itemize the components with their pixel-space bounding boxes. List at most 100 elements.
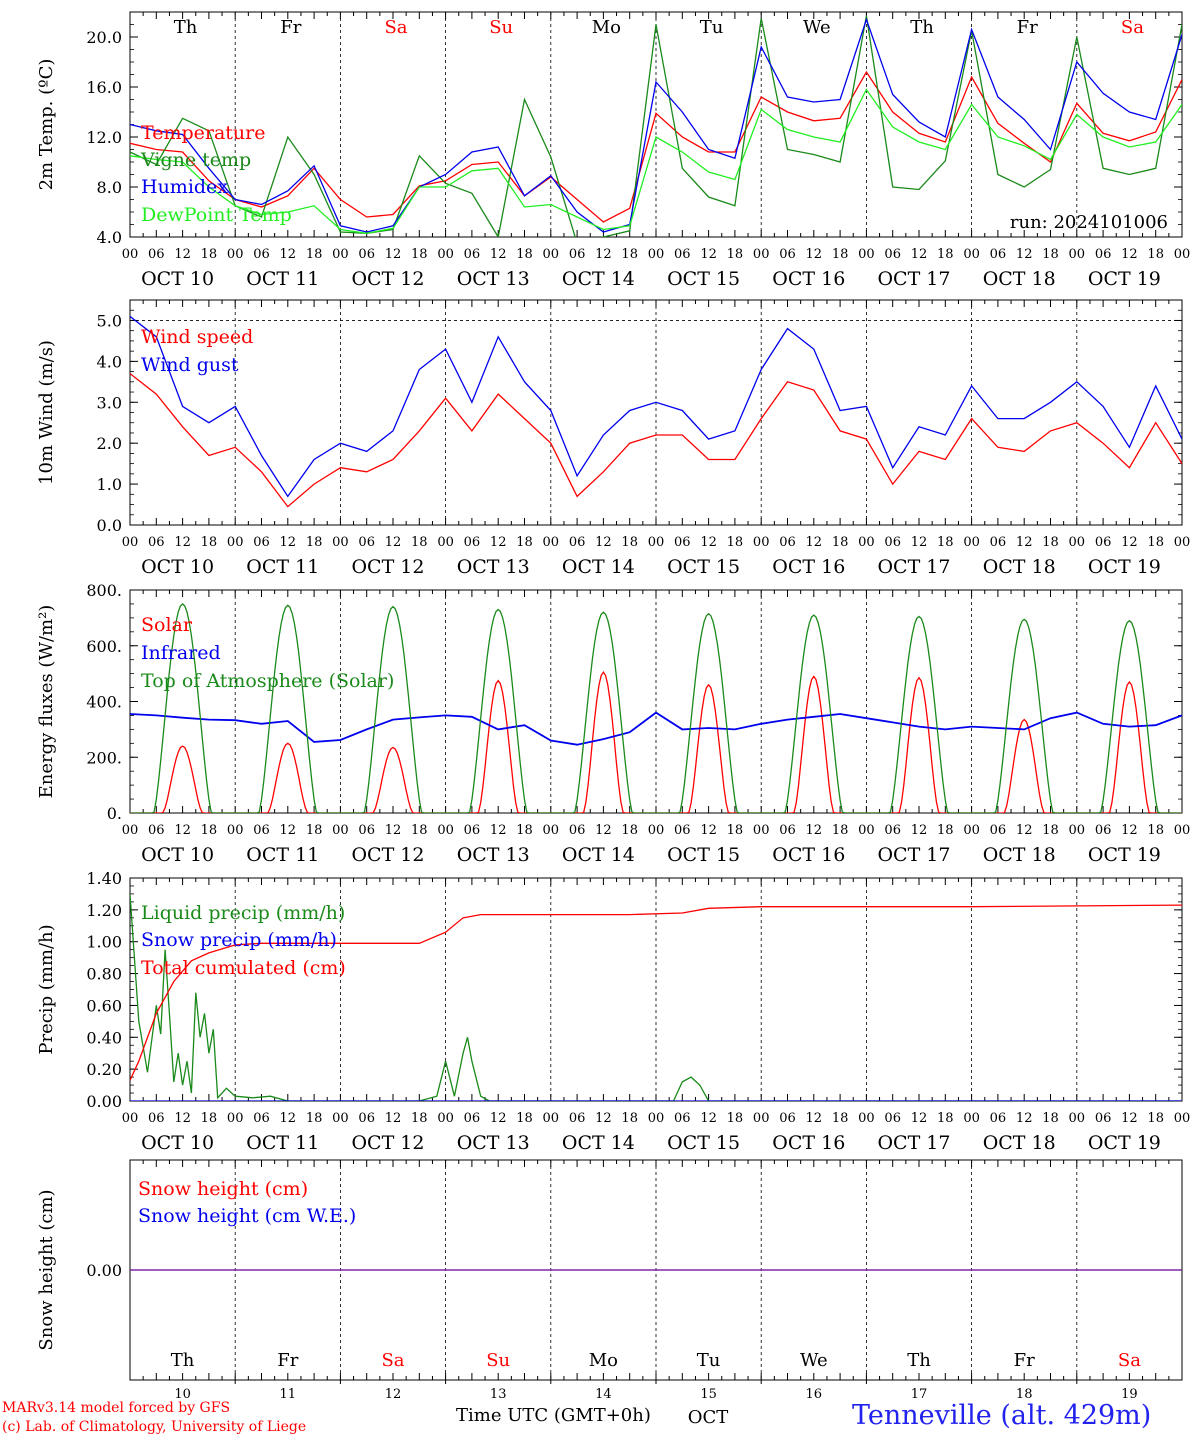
hour-label: 06	[990, 1111, 1007, 1126]
y-tick-label: 8.0	[97, 178, 122, 197]
hour-label: 00	[543, 535, 560, 550]
hour-label: 12	[700, 247, 717, 262]
y-axis-label: Precip (mm/h)	[36, 924, 57, 1054]
legend-entry: Humidex	[141, 176, 228, 198]
y-tick-label: 16.0	[86, 78, 122, 97]
date-label: OCT 13	[457, 556, 530, 578]
series-line-temperature	[130, 70, 1182, 223]
hour-label: 12	[490, 247, 507, 262]
y-tick-label: 1.20	[86, 901, 122, 920]
hour-label: 12	[490, 823, 507, 838]
legend-entry: Wind speed	[141, 326, 253, 348]
weekday-label: Sa	[1118, 1350, 1141, 1371]
hour-label: 00	[753, 1111, 770, 1126]
hour-label: 00	[122, 247, 139, 262]
hour-label: 00	[227, 247, 244, 262]
legend-entry: Snow precip (mm/h)	[141, 929, 337, 951]
hour-label: 12	[1121, 823, 1138, 838]
date-label: OCT 14	[562, 1132, 635, 1154]
y-tick-label: 12.0	[86, 128, 122, 147]
hour-label: 06	[1095, 535, 1112, 550]
hour-label: 18	[621, 247, 638, 262]
y-tick-label: 200.	[86, 748, 122, 767]
hour-label: 18	[937, 247, 954, 262]
hour-label: 00	[122, 823, 139, 838]
weekday-label: Th	[910, 17, 934, 38]
hour-label: 00	[543, 1111, 560, 1126]
hour-label: 12	[174, 535, 191, 550]
hour-label: 18	[306, 823, 323, 838]
hour-label: 06	[884, 1111, 901, 1126]
hour-label: 12	[911, 247, 928, 262]
date-label: OCT 17	[877, 1132, 950, 1154]
hour-label: 06	[569, 247, 586, 262]
legend-entry: Top of Atmosphere (Solar)	[141, 670, 394, 692]
y-tick-label: 0.00	[86, 1261, 122, 1280]
legend-entry: Liquid precip (mm/h)	[141, 902, 345, 924]
y-tick-label: 1.00	[86, 933, 122, 952]
hour-label: 00	[648, 535, 665, 550]
month-label: OCT	[688, 1407, 729, 1428]
date-label: OCT 17	[877, 556, 950, 578]
y-axis-label: Energy fluxes (W/m²)	[36, 605, 57, 799]
hour-label: 12	[595, 535, 612, 550]
legend-entry: Snow height (cm)	[138, 1178, 308, 1200]
y-axis-label: Snow height (cm)	[36, 1189, 57, 1350]
hour-label: 12	[700, 823, 717, 838]
hour-label: 00	[963, 823, 980, 838]
y-tick-label: 4.0	[97, 352, 122, 371]
hour-label: 06	[990, 247, 1007, 262]
date-label: OCT 19	[1088, 844, 1161, 866]
weekday-label: Sa	[381, 1350, 404, 1371]
date-label: OCT 14	[562, 268, 635, 290]
hour-label: 18	[516, 535, 533, 550]
hour-label: 12	[1016, 823, 1033, 838]
day-number: 16	[806, 1387, 823, 1402]
hour-label: 00	[858, 535, 875, 550]
date-label: OCT 12	[351, 1132, 424, 1154]
y-tick-label: 0.60	[86, 996, 122, 1015]
hour-label: 18	[411, 823, 428, 838]
hour-label: 06	[358, 1111, 375, 1126]
hour-label: 06	[253, 823, 270, 838]
hour-label: 12	[806, 535, 823, 550]
y-tick-label: 1.40	[86, 869, 122, 888]
date-label: OCT 11	[246, 268, 319, 290]
hour-label: 00	[543, 823, 560, 838]
date-label: OCT 18	[983, 1132, 1056, 1154]
hour-label: 06	[569, 823, 586, 838]
hour-label: 06	[884, 823, 901, 838]
legend-entry: DewPoint Temp	[141, 204, 292, 226]
date-label: OCT 12	[351, 556, 424, 578]
hour-label: 18	[411, 1111, 428, 1126]
hour-label: 12	[806, 823, 823, 838]
day-number: 17	[911, 1387, 928, 1402]
date-label: OCT 19	[1088, 556, 1161, 578]
hour-label: 12	[280, 823, 297, 838]
y-tick-label: 400.	[86, 693, 122, 712]
hour-label: 18	[621, 1111, 638, 1126]
hour-label: 06	[358, 247, 375, 262]
hour-label: 00	[963, 1111, 980, 1126]
hour-label: 12	[174, 1111, 191, 1126]
series-line-vigne-temp	[130, 15, 1182, 237]
series-line-liquid-precip-mm-h	[130, 893, 1182, 1101]
hour-label: 18	[516, 823, 533, 838]
hour-label: 06	[569, 535, 586, 550]
hour-label: 06	[779, 535, 796, 550]
weekday-label: Tu	[697, 1350, 721, 1371]
hour-label: 06	[1095, 247, 1112, 262]
hour-label: 00	[753, 823, 770, 838]
hour-label: 00	[1174, 1111, 1191, 1126]
hour-label: 06	[464, 1111, 481, 1126]
y-tick-label: 5.0	[97, 311, 122, 330]
hour-label: 18	[621, 823, 638, 838]
hour-label: 18	[516, 1111, 533, 1126]
series-line-dewpoint-temp	[130, 88, 1182, 234]
weekday-label: Mo	[592, 17, 621, 38]
hour-label: 18	[727, 1111, 744, 1126]
hour-label: 06	[990, 535, 1007, 550]
hour-label: 06	[884, 247, 901, 262]
hour-label: 12	[700, 535, 717, 550]
hour-label: 12	[174, 247, 191, 262]
